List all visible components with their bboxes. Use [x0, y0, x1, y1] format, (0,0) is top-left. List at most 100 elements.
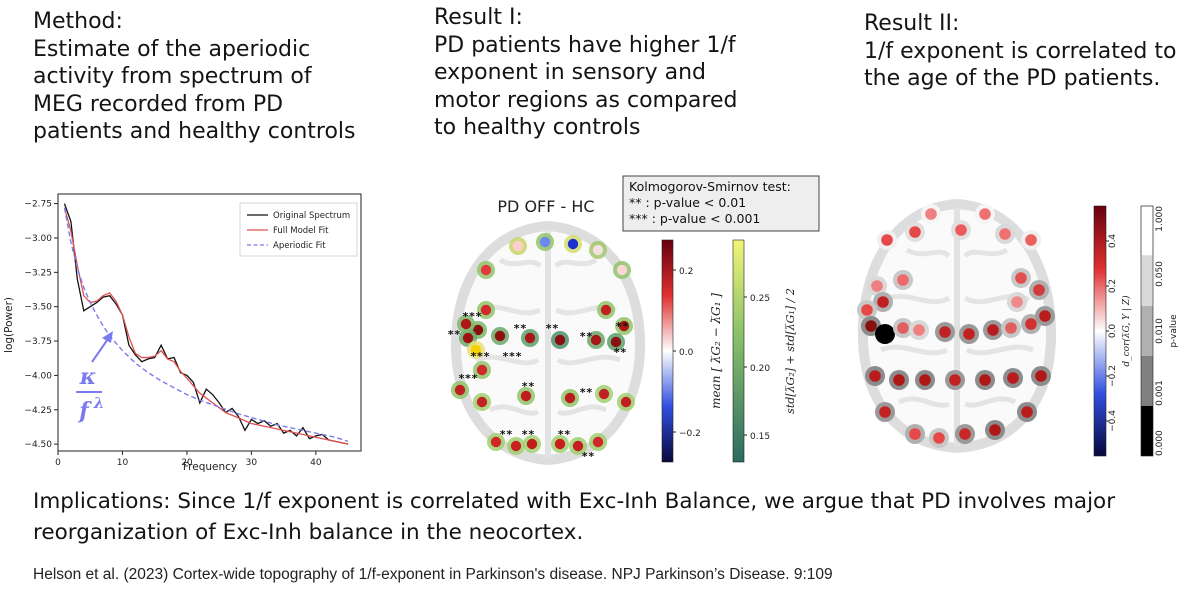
sensor-mean-dot-15	[610, 336, 622, 348]
brain1-colorbar-mean: 0.2 0.0 −0.2 mean [ λ̅G₂ − λ̅G₁ ]	[661, 239, 723, 463]
sensor-dcor-dot-15	[897, 322, 909, 334]
sensor-dcor-dot-31	[879, 406, 891, 418]
spectrum-plot: 0 10 20 30 40 −2.75 −3.00 −3.25 −3.50 −3.75 −4.00 −…	[3, 193, 362, 473]
sensor-dcor-dot-14	[879, 328, 891, 340]
y-axis-label: log(Power)	[3, 297, 15, 353]
sensor-dcor-dot-9	[1015, 272, 1027, 284]
brain2-colorbar-pvalue: 1.000 0.050 0.010 0.001 0.000 p-value	[1140, 205, 1179, 457]
cbar-dcor-tick-1: 0.4	[1108, 234, 1118, 249]
sensor-dcor-dot-24	[869, 370, 881, 382]
significance-marker-11: **	[579, 386, 592, 399]
sensor-dcor-dot-28	[979, 374, 991, 386]
cbar-pvalue-seg-5	[1141, 406, 1153, 456]
significance-marker-7: **	[615, 320, 628, 333]
sensor-mean-dot-21	[520, 390, 532, 402]
sensor-dcor-dot-26	[919, 374, 931, 386]
result1-heading: Result I: PD patients have higher 1/f ex…	[434, 5, 738, 140]
sensor-mean-dot-12	[524, 332, 536, 344]
significance-marker-1: **	[447, 328, 460, 341]
significance-marker-13: **	[521, 428, 534, 441]
cbar-pvalue-seg-2	[1141, 256, 1153, 306]
significance-marker-6: **	[579, 330, 592, 343]
brain2-outline	[857, 198, 1057, 454]
significance-marker-10: **	[521, 380, 534, 393]
sensor-dcor-dot-34	[959, 428, 971, 440]
cbar-std-label: std[λ̅G₂] + std[λ̅G₁] / 2	[784, 288, 797, 414]
legend: Original Spectrum Full Model Fit Aperiod…	[239, 202, 358, 257]
y-tick-label-6: −4.25	[24, 406, 52, 416]
cbar-pvalue-tick-5: 0.000	[1155, 430, 1165, 456]
ks-test-box: Kolmogorov-Smirnov test: ** : p-value < …	[622, 175, 820, 232]
significance-marker-15: **	[581, 450, 594, 463]
sensor-dcor-dot-1	[979, 208, 991, 220]
sensor-mean-dot-28	[554, 438, 566, 450]
ks-box-bg	[622, 175, 820, 232]
sensor-dcor-dot-21	[1025, 318, 1037, 330]
y-tick-label-4: −3.75	[24, 337, 52, 347]
significance-marker-3: ***	[502, 350, 522, 363]
ks-title: Kolmogorov-Smirnov test:	[629, 179, 791, 194]
sensor-dcor-dot-27	[949, 374, 961, 386]
x-tick-label-1: 10	[117, 458, 129, 468]
sensor-mean-dot-18	[476, 364, 488, 376]
formula-arrowhead	[102, 331, 113, 343]
legend-entry-model: Full Model Fit	[273, 226, 329, 236]
legend-entry-aperiodic: Aperiodic Fit	[273, 241, 326, 251]
cbar-pvalue-tick-1: 1.000	[1155, 206, 1165, 232]
y-tick-label-0: −2.75	[24, 200, 52, 210]
sensor-mean-dot-10	[462, 332, 474, 344]
sensor-dcor-dot-6	[1025, 234, 1037, 246]
sensor-dcor-dot-17	[939, 326, 951, 338]
result2-heading: Result II: 1/f exponent is correlated to…	[864, 11, 1177, 91]
implications-text: Implications: Since 1/f exponent is corr…	[33, 489, 1116, 545]
cbar-dcor-tick-5: −0.4	[1108, 410, 1118, 432]
y-tick-label-5: −4.00	[24, 371, 52, 381]
sensor-mean-dot-6	[480, 304, 492, 316]
cbar-std-tick-3: 0.15	[750, 432, 770, 442]
sensor-dcor-dot-13	[865, 320, 877, 332]
legend-entry-original: Original Spectrum	[273, 211, 350, 221]
brain2-colorbar-dcor: 0.4 0.2 0.0 −0.2 −0.4 d_cor(λ̅G, Y | Z)	[1093, 205, 1132, 457]
sensor-dcor-dot-30	[1035, 370, 1047, 382]
sensor-dcor-dot-4	[955, 224, 967, 236]
y-tick-label-7: −4.50	[24, 440, 52, 450]
significance-marker-5: **	[545, 322, 558, 335]
method-heading: Method: Estimate of the aperiodic activi…	[33, 9, 356, 144]
y-tick-label-3: −3.50	[24, 303, 52, 313]
cbar-pvalue-label: p-value	[1169, 314, 1179, 348]
x-tick-label-3: 30	[246, 458, 258, 468]
sensor-dcor-dot-33	[933, 432, 945, 444]
sensor-dcor-dot-23	[1011, 296, 1023, 308]
x-tick-label-2: 20	[181, 458, 193, 468]
significance-marker-4: **	[513, 322, 526, 335]
sensor-dcor-dot-29	[1007, 372, 1019, 384]
y-tick-label-1: −3.00	[24, 234, 52, 244]
sensor-dcor-dot-3	[909, 226, 921, 238]
sensor-mean-dot-14	[590, 334, 602, 346]
sensor-mean-dot-9	[618, 320, 630, 332]
sensor-dcor-dot-19	[987, 324, 999, 336]
significance-marker-8: **	[613, 346, 626, 359]
brain1-title: PD OFF - HC	[497, 197, 594, 216]
cbar-dcor-label: d_cor(λ̅G, Y | Z)	[1121, 295, 1132, 367]
cbar-pvalue-seg-1	[1140, 205, 1154, 257]
ks-line-1: ** : p-value < 0.01	[629, 195, 746, 210]
sensor-mean-dot-23	[598, 388, 610, 400]
sensor-mean-dot-1	[512, 240, 524, 252]
sensor-mean-dot-7	[600, 304, 612, 316]
significance-marker-14: **	[557, 428, 570, 441]
sensor-mean-dot-20	[476, 396, 488, 408]
citation: Helson et al. (2023) Cortex-wide topogra…	[33, 566, 833, 583]
x-tick-label-4: 40	[310, 458, 322, 468]
cbar-mean-tick-2: 0.0	[679, 348, 694, 358]
brain-map-age-correlation: 0.4 0.2 0.0 −0.2 −0.4 d_cor(λ̅G, Y | Z) …	[857, 198, 1179, 457]
series-full-model-fit	[63, 207, 349, 445]
sensor-mean-dot-22	[564, 392, 576, 404]
sensor-mean-dot-27	[526, 438, 538, 450]
brain1-outline	[450, 220, 646, 466]
sensor-mean-dot-24	[620, 396, 632, 408]
significance-marker-2: ***	[470, 350, 490, 363]
sensor-mean-dot-8	[472, 324, 484, 336]
sensor-dcor-dot-7	[871, 280, 883, 292]
brain-map-pd-vs-hc: PD OFF - HC Kolmogorov-Smirnov test: ** …	[447, 175, 820, 466]
